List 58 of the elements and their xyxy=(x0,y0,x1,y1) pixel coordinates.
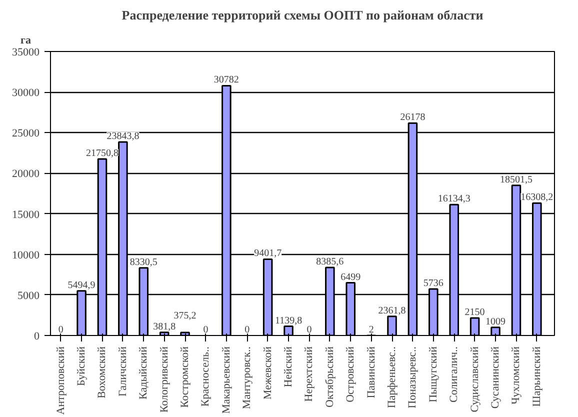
data-label: 21750,8 xyxy=(86,148,118,160)
y-tick-label: 0 xyxy=(34,330,40,342)
data-label: 0 xyxy=(58,324,64,336)
y-tick-label: 30000 xyxy=(12,87,40,100)
data-label: 5494,9 xyxy=(68,280,96,291)
x-tick-label: Павинский xyxy=(365,346,378,398)
data-label: 0 xyxy=(306,324,312,336)
x-tick-label: Островский xyxy=(344,346,357,402)
data-label: 6499 xyxy=(340,272,361,283)
data-label: 16134,3 xyxy=(438,194,470,205)
x-tick-label: Мантуровск.. xyxy=(241,346,254,410)
y-tick-label: 20000 xyxy=(12,168,40,180)
data-label: 8385,6 xyxy=(316,256,344,268)
data-label: 0 xyxy=(244,324,250,336)
x-tick-label: Красносель.. xyxy=(200,346,212,407)
y-axis-title: га xyxy=(20,34,32,46)
x-tick-label: Межевской xyxy=(262,346,274,400)
x-tick-label: Буйский xyxy=(76,346,88,386)
data-label: 0 xyxy=(203,324,208,336)
x-tick-label: Галичский xyxy=(116,346,129,396)
data-label: 18501,5 xyxy=(500,174,532,186)
x-tick-label: Октябрьский xyxy=(324,346,336,408)
x-tick-label: Парфеньевс.. xyxy=(386,346,398,408)
data-label: 2 xyxy=(368,324,374,336)
x-tick-label: Кологривский xyxy=(158,346,170,413)
y-tick-label: 15000 xyxy=(12,208,40,221)
y-tick-label: 25000 xyxy=(12,128,40,140)
data-label: 1139,8 xyxy=(274,315,302,326)
y-tick-label: 35000 xyxy=(12,46,40,58)
x-tick-label: Судиславский xyxy=(468,346,481,412)
data-label: 23843,8 xyxy=(106,131,140,142)
x-tick-label: Нерехтский xyxy=(303,346,316,402)
x-tick-label: Солигалич.. xyxy=(448,346,460,402)
x-tick-label: Антроповский xyxy=(54,346,67,415)
data-label: 375,2 xyxy=(174,310,196,322)
x-tick-label: Нейский xyxy=(282,346,295,388)
data-label: 16308,2 xyxy=(520,192,554,204)
data-label: 2361,8 xyxy=(378,305,406,316)
x-tick-label: Костромской xyxy=(179,346,192,408)
data-label: 8330,5 xyxy=(130,256,158,268)
x-tick-label: Пыщугский xyxy=(427,346,440,402)
chart-title: Распределение территорий схемы ООПТ по районам области xyxy=(122,8,484,22)
data-label: 26178 xyxy=(400,112,426,124)
data-label: 5736 xyxy=(423,278,444,289)
x-tick-label: Сусанинский xyxy=(490,346,502,409)
x-tick-label: Чухломский xyxy=(510,346,522,404)
data-label: 381,8 xyxy=(153,321,176,332)
x-tick-label: Шарьинский xyxy=(530,346,543,407)
data-label: 30782 xyxy=(214,74,239,86)
x-tick-label: Поназыревс.. xyxy=(406,346,419,408)
data-label: 1009 xyxy=(486,316,506,328)
data-label: 2150 xyxy=(464,307,485,318)
y-tick-label: 10000 xyxy=(12,249,40,262)
x-tick-label: Вохомский xyxy=(96,346,108,398)
x-tick-label: Кадыйский xyxy=(138,346,150,400)
y-tick-label: 5000 xyxy=(18,290,40,302)
x-tick-label: Макарьевский xyxy=(220,346,232,414)
data-label: 9401,7 xyxy=(254,248,282,260)
